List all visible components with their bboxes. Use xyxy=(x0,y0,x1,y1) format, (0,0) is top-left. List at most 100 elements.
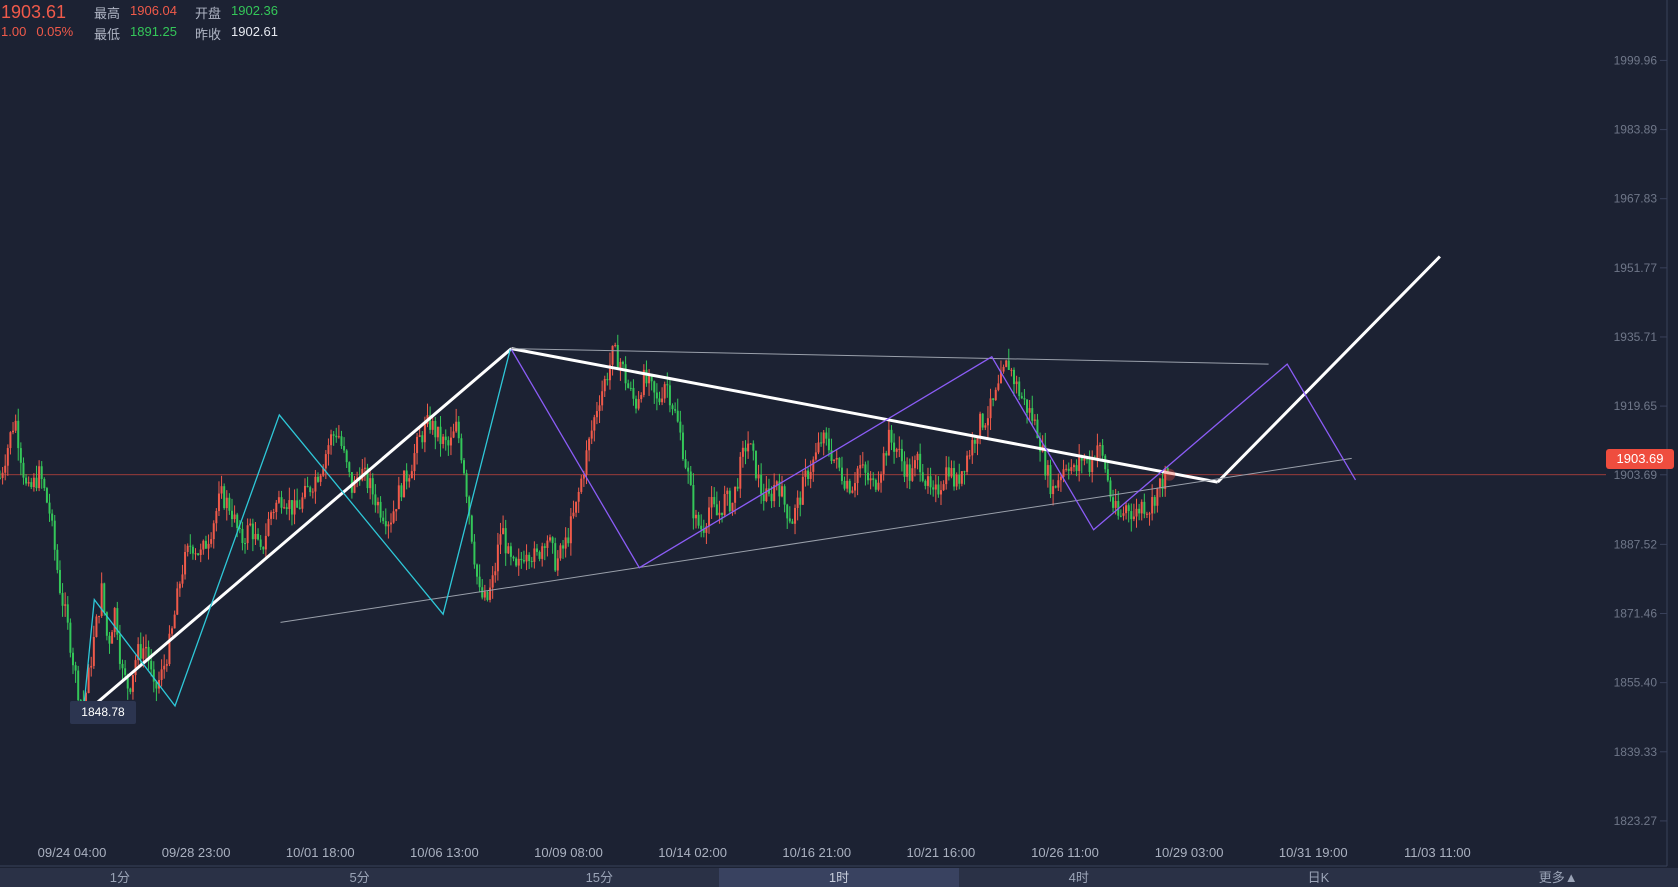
tab-interval[interactable]: 5分 xyxy=(349,870,370,885)
candle xyxy=(53,515,56,561)
candle xyxy=(249,518,252,527)
candle xyxy=(976,436,979,456)
candle xyxy=(1015,375,1018,394)
y-tick-label: 1839.33 xyxy=(1614,745,1658,759)
candle xyxy=(1161,470,1164,497)
candle xyxy=(890,425,893,451)
candle xyxy=(1101,439,1104,461)
candle xyxy=(244,538,247,554)
candle xyxy=(861,451,864,469)
candle xyxy=(225,490,228,521)
candle xyxy=(903,451,906,483)
candle xyxy=(512,555,515,562)
candle xyxy=(64,592,67,617)
candle xyxy=(848,478,851,495)
candle xyxy=(874,478,877,493)
candle xyxy=(679,410,682,441)
tab-interval[interactable]: 日K xyxy=(1307,870,1330,885)
candle xyxy=(223,483,226,510)
tab-interval[interactable]: 更多▲ xyxy=(1538,870,1578,885)
candle xyxy=(324,450,327,479)
candle xyxy=(741,440,744,468)
candle xyxy=(530,557,533,568)
projected-breakout[interactable] xyxy=(1216,255,1441,484)
candle xyxy=(986,406,989,438)
candle xyxy=(275,499,278,520)
candle xyxy=(306,476,309,488)
candle xyxy=(369,469,372,500)
candle xyxy=(608,352,611,390)
change-percent: 0.05% xyxy=(36,24,74,39)
candle xyxy=(906,457,909,489)
tab-interval[interactable]: 1时 xyxy=(719,868,959,887)
candle xyxy=(173,610,176,629)
candle xyxy=(77,665,80,708)
x-tick-label: 11/03 11:00 xyxy=(1404,845,1471,860)
candle xyxy=(786,503,789,529)
candle xyxy=(1153,495,1156,514)
candle xyxy=(442,433,445,449)
candle xyxy=(176,581,179,616)
candle xyxy=(1031,395,1034,426)
candle xyxy=(254,522,257,546)
candle xyxy=(708,496,711,534)
purple-zigzag[interactable] xyxy=(510,349,1357,569)
candle xyxy=(178,581,181,597)
candle xyxy=(6,444,9,476)
candle xyxy=(186,543,189,557)
candle xyxy=(749,443,752,445)
candlestick-chart[interactable]: 1999.96 1983.89 1967.83 1951.77 1935.71 1919.… xyxy=(0,0,1678,868)
candle xyxy=(637,391,640,411)
candle xyxy=(621,360,624,369)
candle xyxy=(259,535,262,551)
candle xyxy=(330,429,333,455)
candle xyxy=(0,470,1,480)
candle xyxy=(390,513,393,533)
candle xyxy=(992,398,995,407)
candle xyxy=(757,464,760,488)
candle xyxy=(551,536,554,554)
descending-trendline[interactable] xyxy=(511,347,1218,484)
candle xyxy=(293,489,296,525)
candle xyxy=(762,483,765,511)
candle xyxy=(502,515,505,535)
candle xyxy=(562,540,565,559)
candle xyxy=(147,640,150,670)
candle xyxy=(535,543,538,556)
candle xyxy=(822,429,825,456)
candle xyxy=(1138,503,1141,521)
candle xyxy=(882,446,885,481)
candle xyxy=(1091,450,1094,483)
candle xyxy=(629,381,632,392)
candle xyxy=(694,509,697,529)
triangle-upper[interactable] xyxy=(511,348,1269,365)
candle xyxy=(233,505,236,523)
candle xyxy=(17,408,20,461)
candle xyxy=(496,532,499,581)
candle xyxy=(296,488,299,508)
candle xyxy=(131,674,134,700)
candle xyxy=(658,391,661,406)
triangle-lower[interactable] xyxy=(280,457,1352,623)
major-impulse[interactable] xyxy=(82,347,513,716)
candle xyxy=(1132,503,1135,522)
tab-interval[interactable]: 4时 xyxy=(1068,870,1089,885)
candle xyxy=(1033,414,1036,426)
cyan-zigzag[interactable] xyxy=(82,349,511,714)
tab-interval[interactable]: 15分 xyxy=(585,870,614,885)
candle xyxy=(1156,487,1159,513)
candle xyxy=(984,423,987,431)
candle xyxy=(700,514,703,538)
candle xyxy=(460,433,463,464)
tab-interval[interactable]: 1分 xyxy=(109,870,130,885)
candle xyxy=(887,421,890,456)
x-tick-label: 10/16 21:00 xyxy=(782,845,851,860)
candle xyxy=(624,356,627,391)
candle xyxy=(734,486,737,515)
candle xyxy=(661,387,664,406)
candle xyxy=(1054,485,1057,489)
candle xyxy=(210,532,213,548)
candle xyxy=(838,457,841,472)
candle xyxy=(640,392,643,403)
y-tick-label: 1983.89 xyxy=(1614,123,1658,137)
